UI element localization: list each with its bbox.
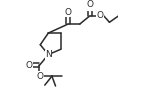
Text: O: O (65, 8, 72, 17)
Text: O: O (97, 11, 104, 21)
Text: N: N (45, 50, 52, 59)
Text: O: O (37, 72, 44, 81)
Text: O: O (26, 61, 33, 70)
Text: O: O (86, 0, 93, 9)
